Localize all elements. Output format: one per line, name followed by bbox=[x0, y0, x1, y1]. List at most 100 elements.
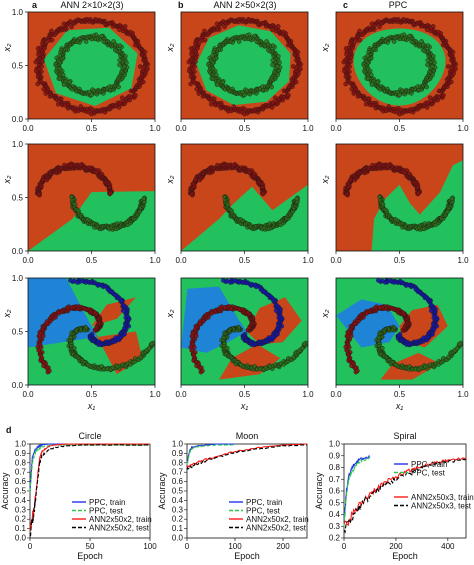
data-point bbox=[46, 38, 52, 44]
decision-region bbox=[181, 184, 308, 251]
y-tick-label: 0.4 bbox=[172, 496, 184, 505]
data-point bbox=[43, 91, 49, 96]
data-point bbox=[214, 21, 220, 27]
data-point bbox=[344, 347, 350, 353]
legend-label: PPC, train bbox=[89, 498, 125, 507]
y-tick-label: 0.2 bbox=[15, 515, 27, 524]
data-point bbox=[119, 95, 125, 100]
x-tick-label: 0.5 bbox=[86, 256, 98, 265]
y-tick-label: 0.2 bbox=[172, 515, 184, 524]
data-point bbox=[149, 341, 154, 347]
data-point bbox=[351, 91, 357, 96]
x-tick-label: 0.5 bbox=[239, 256, 251, 265]
subplot-plot-area bbox=[28, 278, 155, 385]
data-point bbox=[403, 283, 409, 288]
column-title-ann-2x10x2: ANN 2×10×2(3) bbox=[60, 0, 123, 10]
y-tick-label: 0.0 bbox=[12, 247, 24, 256]
x-tick-label: 0.5 bbox=[394, 124, 406, 133]
y-tick-label: 0.5 bbox=[329, 498, 341, 507]
data-point bbox=[146, 346, 152, 351]
x-tick-label: 0.5 bbox=[394, 256, 406, 265]
y-tick-label: 0.7 bbox=[15, 468, 27, 477]
data-point bbox=[294, 196, 300, 202]
data-point bbox=[369, 82, 375, 87]
data-point bbox=[222, 24, 227, 30]
x-tick-label: 50 bbox=[86, 542, 95, 551]
data-point bbox=[272, 95, 278, 100]
subplot-plot-area bbox=[336, 278, 463, 385]
data-point bbox=[355, 368, 360, 374]
data-point bbox=[94, 169, 99, 175]
data-point bbox=[416, 190, 421, 196]
data-point bbox=[376, 278, 381, 283]
y-tick-label: 0.9 bbox=[15, 449, 27, 458]
y-tick-label: 1.0 bbox=[15, 440, 27, 449]
x-tick-label: 0.0 bbox=[330, 124, 342, 133]
series-line-2 bbox=[343, 456, 371, 527]
data-point bbox=[117, 334, 123, 340]
data-point bbox=[236, 39, 242, 44]
data-point bbox=[343, 81, 348, 87]
decision-region bbox=[247, 297, 302, 345]
data-point bbox=[83, 39, 89, 44]
y-tick-label: 0.1 bbox=[15, 524, 27, 533]
series-line-2 bbox=[186, 444, 236, 465]
y-axis-label: x₂ bbox=[165, 43, 175, 53]
x-axis-label: Epoch bbox=[234, 551, 260, 561]
x-tick-label: 0.5 bbox=[86, 390, 98, 399]
data-point bbox=[95, 283, 101, 288]
data-point bbox=[214, 82, 220, 87]
data-point bbox=[264, 39, 269, 44]
x-tick-label: 1.0 bbox=[457, 124, 469, 133]
data-point bbox=[413, 287, 419, 292]
data-point bbox=[186, 59, 192, 65]
panel-letter-b: b bbox=[178, 0, 184, 10]
y-tick-label: 0.3 bbox=[15, 505, 27, 514]
data-point bbox=[343, 46, 349, 51]
x-tick-label: 100 bbox=[228, 542, 242, 551]
y-tick-label: 0.5 bbox=[172, 487, 184, 496]
data-point bbox=[61, 21, 67, 27]
x-tick-label: 100 bbox=[143, 542, 157, 551]
y-tick-label: 0.0 bbox=[12, 381, 24, 390]
data-point bbox=[111, 39, 116, 44]
x-tick-label: 1.0 bbox=[457, 390, 469, 399]
x-tick-label: 0.5 bbox=[86, 124, 98, 133]
data-point bbox=[427, 95, 433, 100]
y-tick-label: 0.0 bbox=[172, 534, 184, 543]
x-tick-label: 0.0 bbox=[175, 124, 187, 133]
y-tick-label: 1.0 bbox=[329, 440, 341, 449]
x-tick-label: 1.0 bbox=[302, 256, 314, 265]
data-point bbox=[248, 283, 254, 288]
y-tick-label: 0.0 bbox=[15, 534, 27, 543]
y-axis-label: x₂ bbox=[165, 309, 175, 319]
x-tick-label: 0.0 bbox=[22, 124, 34, 133]
data-point bbox=[425, 334, 431, 340]
x-tick-label: 0 bbox=[185, 542, 190, 551]
data-point bbox=[453, 66, 458, 72]
data-point bbox=[449, 196, 455, 202]
x-tick-label: 0.0 bbox=[330, 256, 342, 265]
data-point bbox=[419, 39, 424, 44]
legend-label: PPC, train bbox=[246, 498, 282, 507]
subplot-spiral-3: 0.0 0.5 1.0 x₂ x₁ bbox=[320, 277, 469, 411]
data-point bbox=[69, 24, 74, 30]
x-axis-label: Epoch bbox=[77, 551, 103, 561]
data-point bbox=[302, 341, 307, 347]
data-point bbox=[145, 66, 150, 72]
y-axis-label: x₂ bbox=[320, 175, 330, 185]
y-tick-label: 0.9 bbox=[329, 451, 341, 460]
x-tick-label: 400 bbox=[441, 542, 455, 551]
y-axis-label: Accuracy bbox=[0, 472, 10, 510]
data-point bbox=[122, 64, 127, 69]
data-point bbox=[380, 278, 385, 284]
data-point bbox=[35, 81, 40, 87]
series-line-4 bbox=[29, 444, 150, 537]
series-line-4 bbox=[343, 458, 467, 534]
series-line-3 bbox=[186, 443, 307, 468]
subplot-spiral-2: 0.0 0.5 1.0 x₂ x₁ bbox=[165, 277, 314, 411]
data-point bbox=[454, 346, 460, 351]
y-axis-label: x₂ bbox=[165, 175, 175, 185]
